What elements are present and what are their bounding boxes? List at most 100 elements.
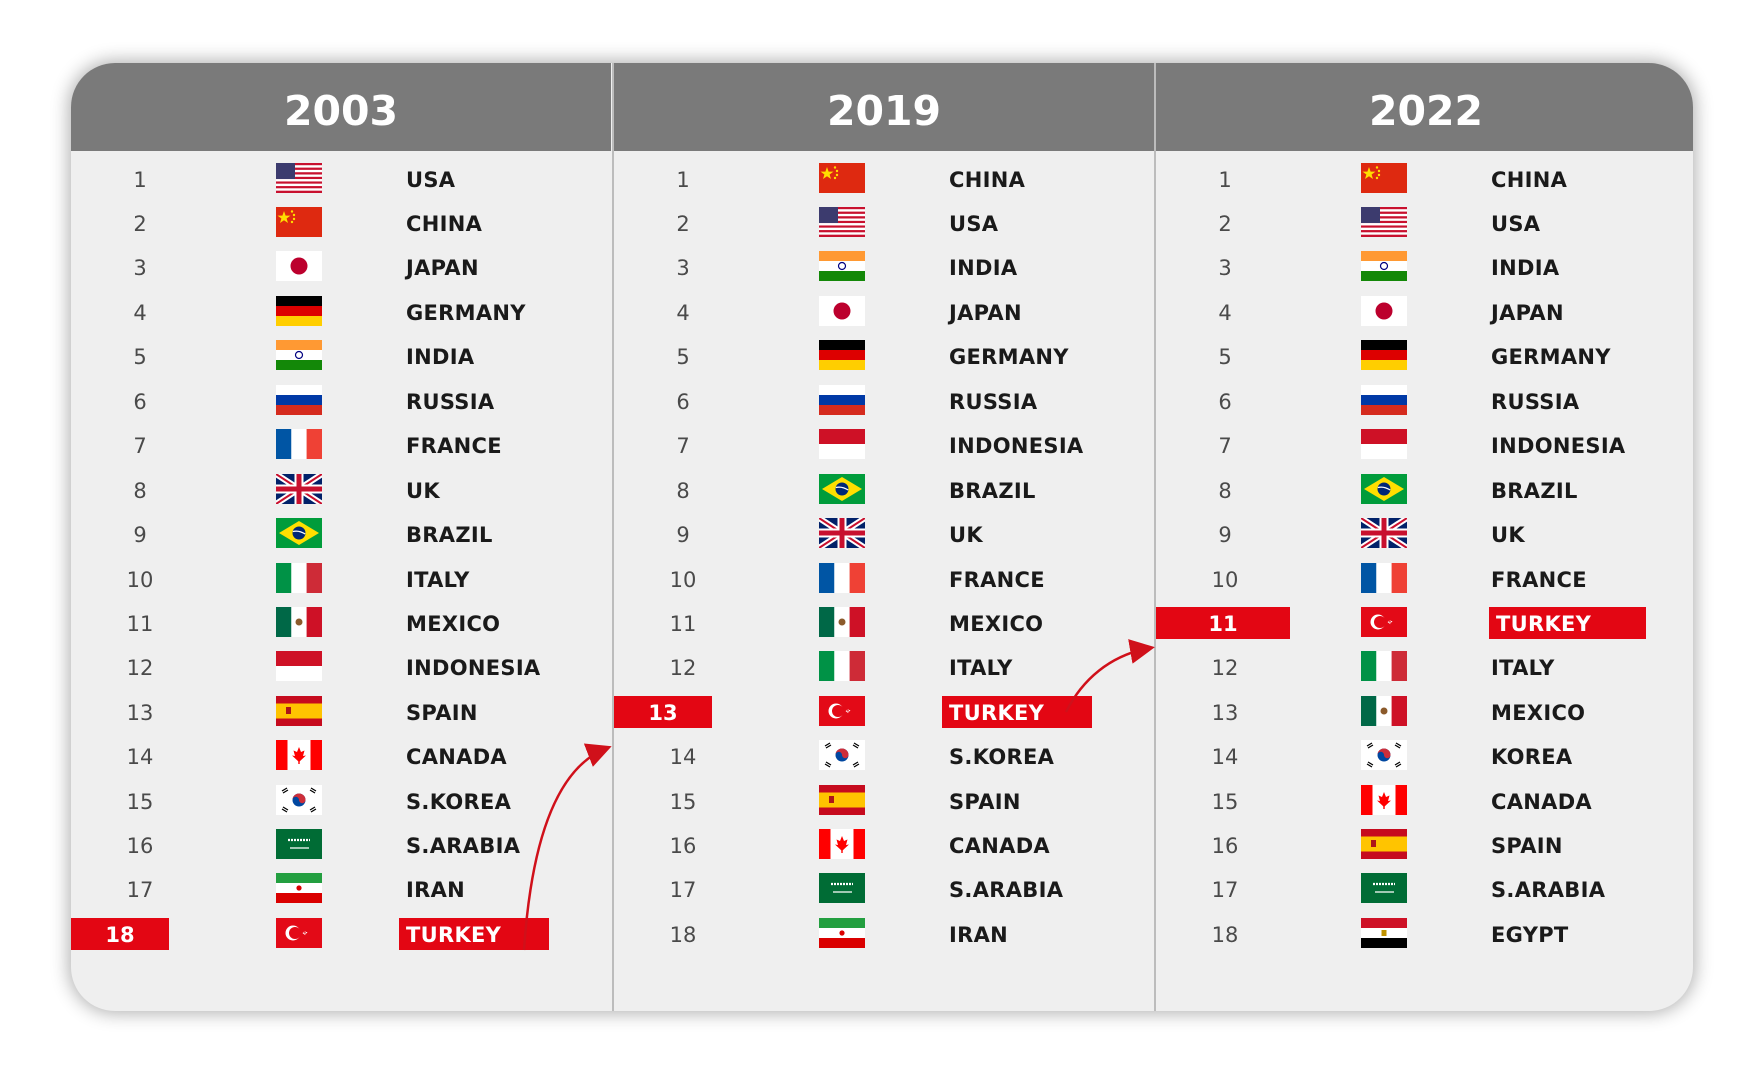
iran-flag-icon (819, 918, 865, 948)
ranking-row: 9 UK (614, 518, 1154, 552)
italy-flag-icon (276, 563, 322, 593)
india-flag-icon (276, 340, 322, 370)
rank-number: 17 (1211, 878, 1239, 902)
ranking-row: 5 GERMANY (1156, 340, 1693, 374)
ranking-row: 14 S.KOREA (614, 740, 1154, 774)
ranking-row: 4 GERMANY (71, 296, 611, 330)
country-name: S.KOREA (949, 745, 1055, 769)
country-name: S.KOREA (406, 790, 512, 814)
ranking-row: 13 SPAIN (71, 696, 611, 730)
ranking-row: 1 CHINA (1156, 163, 1693, 197)
rank-number: 5 (676, 345, 690, 369)
ranking-row: 10 FRANCE (1156, 563, 1693, 597)
rank-number: 4 (1218, 301, 1232, 325)
country-name: INDONESIA (949, 434, 1084, 458)
country-name: FRANCE (406, 434, 502, 458)
saudi-arabia-flag-icon (276, 829, 322, 859)
country-name: INDIA (406, 345, 475, 369)
rank-number: 14 (669, 745, 697, 769)
rank-number: 8 (133, 479, 147, 503)
country-name: EGYPT (1491, 923, 1569, 947)
ranking-row: 1 USA (71, 163, 611, 197)
country-name: CANADA (1491, 790, 1592, 814)
ranking-row: 15 S.KOREA (71, 785, 611, 819)
indonesia-flag-icon (819, 429, 865, 459)
country-name: ITALY (1491, 656, 1555, 680)
country-name-highlighted: TURKEY (1489, 607, 1646, 639)
mexico-flag-icon (276, 607, 322, 637)
germany-flag-icon (1361, 340, 1407, 370)
mexico-flag-icon (1361, 696, 1407, 726)
canada-flag-icon (1361, 785, 1407, 815)
ranking-row: 8 UK (71, 474, 611, 508)
uk-flag-icon (819, 518, 865, 548)
ranking-row: 13 MEXICO (1156, 696, 1693, 730)
rank-number-highlighted: 11 (1156, 607, 1290, 639)
ranking-row: 5 GERMANY (614, 340, 1154, 374)
ranking-row: 16 CANADA (614, 829, 1154, 863)
iran-flag-icon (276, 873, 322, 903)
country-name: MEXICO (406, 612, 501, 636)
country-name: GERMANY (1491, 345, 1611, 369)
country-name: IRAN (406, 878, 466, 902)
south-korea-flag-icon (276, 785, 322, 815)
country-name: INDONESIA (1491, 434, 1626, 458)
column-1: 2019 1 CHINA 2 USA 3 INDIA 4 JAPAN 5 GERMANY 6 RUSSI… (612, 63, 1154, 1011)
ranking-row: 18 EGYPT (1156, 918, 1693, 952)
ranking-row: 11 MEXICO (614, 607, 1154, 641)
country-name: UK (949, 523, 983, 547)
country-name: SPAIN (1491, 834, 1563, 858)
country-name: ITALY (406, 568, 470, 592)
rank-number: 11 (669, 612, 697, 636)
rank-number: 13 (126, 701, 154, 725)
country-name: INDIA (949, 256, 1018, 280)
year-header: 2022 (1156, 63, 1693, 151)
rank-number-highlighted: 18 (71, 918, 169, 950)
rank-number: 17 (126, 878, 154, 902)
canada-flag-icon (819, 829, 865, 859)
japan-flag-icon (276, 251, 322, 281)
ranking-row: 7 INDONESIA (614, 429, 1154, 463)
country-name: S.ARABIA (1491, 878, 1606, 902)
ranking-row: 8 BRAZIL (614, 474, 1154, 508)
italy-flag-icon (819, 651, 865, 681)
uk-flag-icon (1361, 518, 1407, 548)
japan-flag-icon (1361, 296, 1407, 326)
indonesia-flag-icon (1361, 429, 1407, 459)
rank-number: 9 (1218, 523, 1232, 547)
rank-number: 16 (1211, 834, 1239, 858)
rank-number: 12 (669, 656, 697, 680)
ranking-row: 3 INDIA (1156, 251, 1693, 285)
rank-number: 3 (1218, 256, 1232, 280)
column-0: 2003 1 USA 2 CHINA 3 JAPAN 4 GERMANY 5 INDIA 6 RUSSI… (71, 63, 611, 1011)
ranking-row: 15 SPAIN (614, 785, 1154, 819)
country-name-highlighted: TURKEY (399, 918, 549, 950)
brazil-flag-icon (276, 518, 322, 548)
russia-flag-icon (819, 385, 865, 415)
ranking-row: 14 CANADA (71, 740, 611, 774)
country-name: CHINA (949, 168, 1026, 192)
japan-flag-icon (819, 296, 865, 326)
rank-number: 1 (676, 168, 690, 192)
rank-number: 8 (676, 479, 690, 503)
rank-number: 12 (1211, 656, 1239, 680)
rank-number: 16 (669, 834, 697, 858)
russia-flag-icon (276, 385, 322, 415)
country-name-highlighted: TURKEY (942, 696, 1092, 728)
canada-flag-icon (276, 740, 322, 770)
year-header: 2019 (614, 63, 1154, 151)
ranking-row: 13 TURKEY (614, 696, 1154, 730)
country-name: USA (1491, 212, 1541, 236)
country-name: CANADA (406, 745, 507, 769)
ranking-row: 10 FRANCE (614, 563, 1154, 597)
ranking-row: 17 S.ARABIA (614, 873, 1154, 907)
country-name: SPAIN (949, 790, 1021, 814)
rank-number: 15 (1211, 790, 1239, 814)
ranking-row: 16 SPAIN (1156, 829, 1693, 863)
usa-flag-icon (819, 207, 865, 237)
country-name: CHINA (1491, 168, 1568, 192)
rank-number: 6 (133, 390, 147, 414)
rank-number: 10 (126, 568, 154, 592)
rank-number: 10 (1211, 568, 1239, 592)
country-name: INDONESIA (406, 656, 541, 680)
